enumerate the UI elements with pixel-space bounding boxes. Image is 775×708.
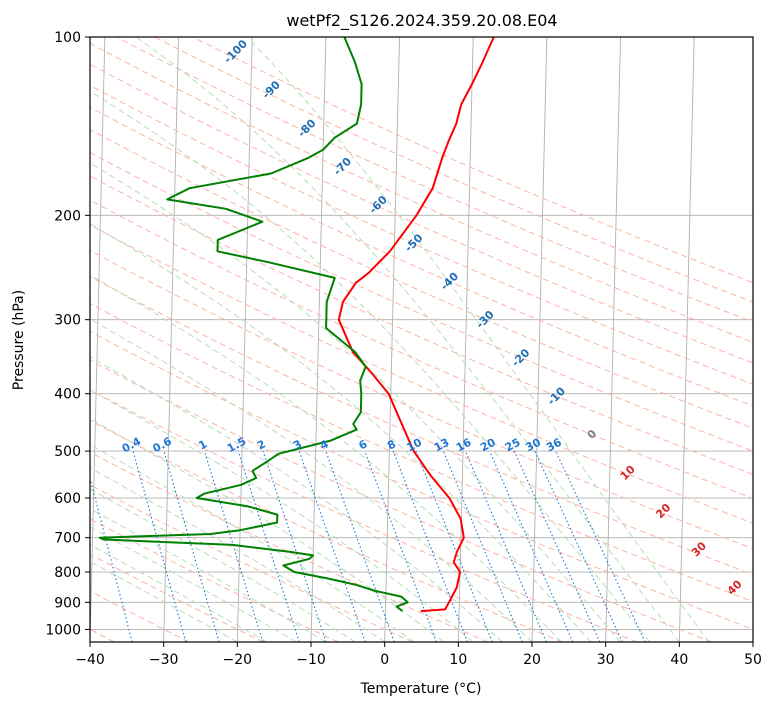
moist-adiabat-line xyxy=(90,223,592,642)
moist-adiabat-line xyxy=(90,274,562,642)
x-tick-label: 30 xyxy=(597,652,615,668)
moist-adiabat-line xyxy=(90,508,326,642)
mixing-ratio-line xyxy=(132,450,187,642)
grid-layer xyxy=(90,37,753,642)
mixing-ratio-line xyxy=(555,450,646,642)
isotherm-line xyxy=(457,37,474,642)
dry-adiabat-line xyxy=(90,42,753,343)
x-tick-label: 20 xyxy=(523,652,541,668)
moist-adiabat-line xyxy=(90,488,356,642)
moist-adiabat-line xyxy=(90,162,621,642)
moist-adiabat-line xyxy=(90,90,651,642)
mixing-ratio-line xyxy=(262,450,327,642)
y-axis-title: Pressure (hPa) xyxy=(11,290,27,390)
y-tick-label: 900 xyxy=(54,595,81,611)
mixing-ratio-label: 13 xyxy=(432,436,452,455)
x-axis-title: Temperature (°C) xyxy=(360,681,482,697)
moist-adiabat-line xyxy=(135,37,680,642)
chart-title: wetPf2_S126.2024.359.20.08.E04 xyxy=(286,11,557,31)
sounding-trace xyxy=(98,37,409,612)
mixing-ratio-line xyxy=(298,450,366,642)
x-tick-label: −30 xyxy=(149,652,179,668)
y-tick-label: 400 xyxy=(54,387,81,403)
dry-adiabat-line xyxy=(90,129,753,429)
mixing-ratio-line xyxy=(513,450,601,642)
y-tick-label: 1000 xyxy=(45,622,81,638)
mixing-ratio-label: 0.2 xyxy=(70,435,93,456)
isotherm-line xyxy=(90,37,106,642)
moist-adiabat-line xyxy=(90,418,444,642)
dry-adiabat-line xyxy=(192,37,753,284)
y-tick-label: 200 xyxy=(54,208,81,224)
isotherm-line xyxy=(605,37,621,642)
mixing-ratio-label: 20 xyxy=(478,436,498,455)
mixing-ratio-label: 30 xyxy=(523,436,543,455)
y-tick-label: 700 xyxy=(54,531,81,547)
x-tick-label: −20 xyxy=(223,652,253,668)
isotherm-line xyxy=(678,37,695,642)
moist-adiabat-line xyxy=(90,318,533,642)
x-tick-label: 10 xyxy=(449,652,467,668)
mixing-ratio-line xyxy=(90,475,133,642)
mixing-ratio-label: 25 xyxy=(503,436,523,455)
mixing-ratio-line xyxy=(325,450,395,642)
moist-adiabat-line xyxy=(246,37,710,642)
mixing-ratio-line xyxy=(163,450,220,642)
mixing-ratio-label: 36 xyxy=(544,436,564,455)
mixing-ratio-line xyxy=(442,450,523,642)
isotherm-line xyxy=(236,37,253,642)
mixing-ratio-line xyxy=(203,450,264,642)
dry-adiabat-line xyxy=(90,224,753,524)
y-tick-label: 600 xyxy=(54,491,81,507)
dry-adiabat-line xyxy=(90,590,190,642)
moist-adiabat-line xyxy=(90,526,297,642)
dry-adiabat-line xyxy=(90,553,264,642)
mixing-ratio-line xyxy=(464,450,547,642)
series-layer xyxy=(98,37,495,613)
dry-adiabat-line xyxy=(90,303,753,603)
x-tick-label: 50 xyxy=(744,652,762,668)
plot-frame xyxy=(89,36,754,643)
dry-adiabat-line xyxy=(90,451,488,642)
y-tick-label: 500 xyxy=(54,444,81,460)
dry-adiabat-line xyxy=(90,249,753,550)
dry-adiabat-line xyxy=(90,389,638,642)
y-tick-label: 800 xyxy=(54,565,81,581)
dry-adiabat-line xyxy=(90,175,753,476)
dry-adiabat-line xyxy=(90,484,414,642)
mixing-ratio-label: 10 xyxy=(404,435,424,454)
y-tick-label: 100 xyxy=(54,30,81,46)
y-tick-label: 300 xyxy=(54,313,81,329)
mixing-ratio-line xyxy=(534,450,623,642)
mixing-ratio-label: 16 xyxy=(454,436,474,455)
dry-adiabat-line xyxy=(90,106,753,407)
tick-layer: −40 −30 −20 −10 0 10 20 30 40 50 100 200 300 400 500 60… xyxy=(45,30,762,668)
dry-adiabat-line xyxy=(154,37,753,303)
moist-adiabat-line xyxy=(90,467,385,642)
moist-adiabat-line xyxy=(90,444,415,642)
dry-adiabat-line xyxy=(90,419,563,642)
x-tick-label: 0 xyxy=(380,652,389,668)
x-tick-label: 40 xyxy=(670,652,688,668)
x-tick-label: −10 xyxy=(296,652,326,668)
isotherm-line xyxy=(384,37,400,642)
mixing-ratio-line xyxy=(489,450,574,642)
dry-adiabat-line xyxy=(90,359,712,642)
mixing-ratio-line xyxy=(237,450,300,642)
moist-adiabat-line xyxy=(90,356,503,642)
x-tick-label: −40 xyxy=(75,652,105,668)
dry-adiabat-line xyxy=(90,276,753,576)
dry-adiabat-line xyxy=(90,199,753,500)
